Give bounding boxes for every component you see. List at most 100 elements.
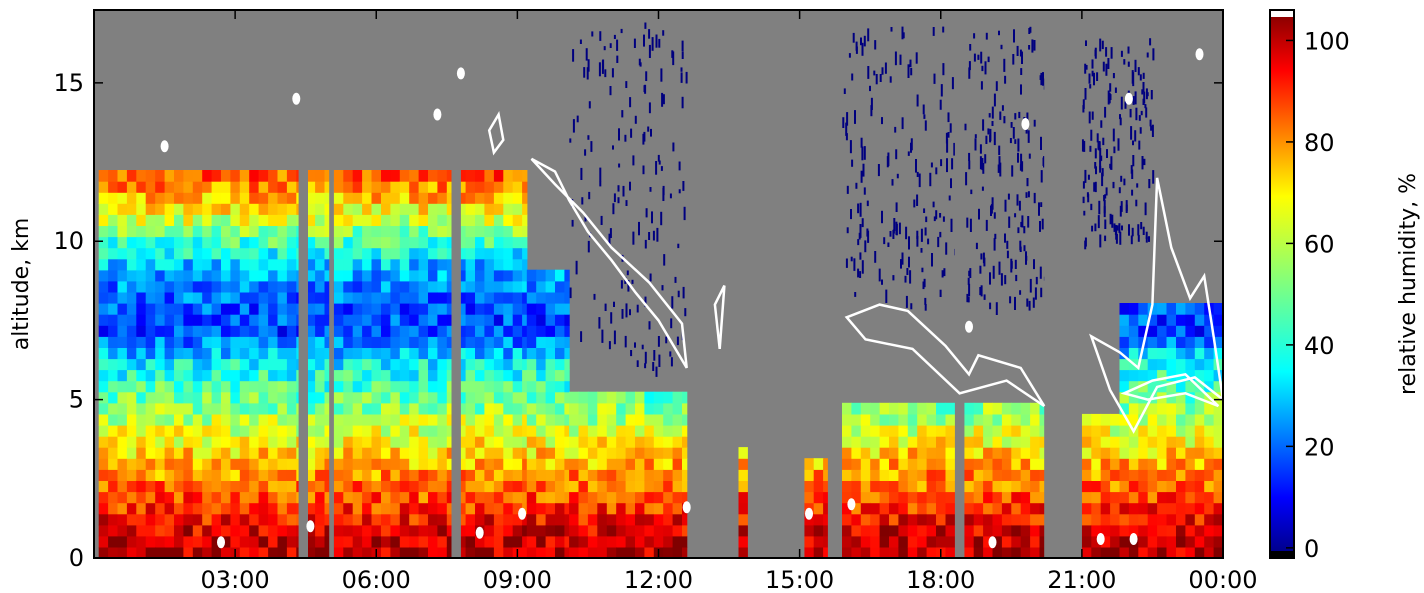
heat-cell [860, 502, 871, 515]
heat-cell [390, 402, 401, 415]
sparse-return [1136, 183, 1139, 188]
sparse-return [948, 195, 951, 201]
sparse-return [932, 27, 935, 36]
heat-cell [221, 380, 231, 393]
heat-cell [1194, 491, 1205, 504]
heat-cell [898, 524, 909, 537]
sparse-return [973, 53, 976, 62]
heat-cell [616, 535, 627, 548]
heat-cell [1147, 447, 1158, 459]
heat-cell [926, 502, 937, 515]
heat-cell [597, 513, 608, 526]
heat-cell [1091, 469, 1102, 481]
heat-cell [381, 247, 391, 260]
heat-cell [221, 325, 231, 337]
heat-cell [465, 203, 476, 215]
sparse-return [842, 117, 845, 128]
heat-cell [569, 436, 580, 448]
heat-cell [889, 413, 899, 426]
heat-cell [362, 269, 373, 282]
heat-cell [983, 425, 994, 437]
heat-cell [268, 513, 279, 526]
x-tick-label: 03:00 [201, 566, 270, 593]
heat-cell [126, 181, 137, 193]
heat-cell [136, 170, 147, 182]
sparse-return [907, 151, 910, 156]
sparse-return [1135, 107, 1138, 121]
heat-cell [108, 347, 119, 360]
heat-cell [456, 447, 467, 459]
heat-cell [851, 535, 862, 548]
heat-cell [1020, 491, 1031, 504]
sparse-return [1097, 215, 1100, 229]
heat-cell [268, 203, 279, 215]
heat-cell [305, 391, 316, 404]
heat-cell [682, 524, 688, 537]
heat-cell [536, 358, 547, 371]
heat-cell [964, 447, 975, 459]
heat-cell [493, 325, 504, 337]
heat-cell [926, 480, 937, 493]
heat-cell [653, 402, 664, 415]
heat-cell [851, 402, 862, 415]
heat-cell [437, 391, 448, 404]
sparse-return [653, 350, 656, 361]
heat-cell [672, 491, 683, 504]
heat-cell [1138, 513, 1149, 526]
heat-cell [315, 192, 326, 204]
heat-cell [399, 214, 410, 226]
heat-cell [249, 192, 260, 204]
heat-cell [545, 546, 556, 558]
heat-cell [503, 447, 514, 459]
heat-cell [333, 192, 344, 204]
heat-cell [268, 181, 279, 193]
sparse-return [993, 212, 996, 219]
heat-cell [258, 225, 269, 238]
heat-cell [268, 447, 279, 459]
heat-cell [418, 236, 429, 249]
sparse-return [610, 312, 613, 324]
heat-cell [409, 535, 420, 548]
heat-cell [564, 447, 570, 459]
heat-cell [1147, 325, 1158, 337]
heat-cell [1166, 314, 1177, 326]
sparse-return [1026, 298, 1029, 307]
heat-cell [343, 480, 354, 493]
sparse-return [991, 106, 994, 119]
heat-cell [371, 170, 382, 182]
heat-cell [343, 247, 354, 260]
heat-cell [343, 303, 354, 315]
heat-cell [738, 535, 749, 548]
sparse-return [861, 42, 864, 56]
heat-cell [992, 469, 1003, 481]
sparse-return [611, 68, 614, 78]
heat-cell [126, 336, 137, 348]
heat-cell [555, 336, 565, 348]
heat-cell [503, 425, 514, 437]
heat-cell [964, 402, 975, 415]
data-gaps [298, 10, 1082, 558]
sparse-return [924, 297, 927, 305]
heat-cell [1213, 447, 1223, 459]
sparse-return [909, 59, 912, 68]
sparse-return [932, 201, 935, 208]
heat-cell [418, 380, 429, 393]
heat-cell [98, 513, 109, 526]
sparse-return [616, 39, 619, 51]
heat-cell [456, 535, 467, 548]
sparse-return [1000, 44, 1003, 50]
sparse-return [649, 187, 652, 192]
heat-cell [484, 436, 495, 448]
sparse-return [1019, 240, 1022, 251]
heat-cell [465, 247, 476, 260]
sparse-return [1089, 145, 1092, 152]
heat-cell [484, 380, 495, 393]
sparse-return [992, 265, 995, 279]
heat-cell [475, 192, 485, 204]
cloud-speck [456, 67, 465, 80]
heat-cell [945, 436, 956, 448]
heat-cell [475, 325, 485, 337]
heat-cell [277, 425, 288, 437]
sparse-return [1146, 52, 1149, 58]
heat-cell [945, 480, 956, 493]
